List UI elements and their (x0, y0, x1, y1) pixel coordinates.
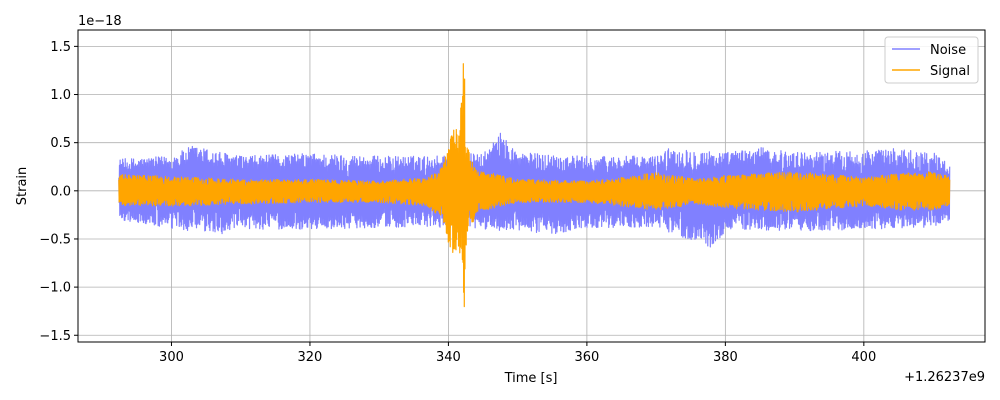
plot-area (118, 63, 951, 308)
signal-series-line (118, 63, 951, 308)
y-tick-label: −1.0 (39, 281, 71, 296)
y-axis-label: Strain (15, 167, 30, 206)
y-axis: −1.5 −1.0 −0.5 0.0 0.5 1.0 1.5 (39, 40, 78, 344)
y-tick-label: 0.5 (50, 136, 71, 151)
x-tick-label: 380 (713, 350, 738, 365)
y-scale-label: 1e−18 (78, 14, 122, 29)
y-tick-label: −0.5 (39, 232, 71, 247)
x-tick-label: 360 (574, 350, 599, 365)
y-tick-label: 0.0 (50, 184, 71, 199)
y-tick-label: 1.5 (50, 40, 71, 55)
x-axis-label: Time [s] (504, 371, 558, 386)
x-tick-label: 340 (436, 350, 461, 365)
x-tick-label: 300 (159, 350, 184, 365)
axes-frame (77, 29, 986, 343)
x-tick-label: 320 (298, 350, 323, 365)
legend-signal-label: Signal (930, 64, 970, 79)
x-axis: 300 320 340 360 380 400 (159, 342, 876, 365)
y-tick-label: −1.5 (39, 329, 71, 344)
y-tick-label: 1.0 (50, 88, 71, 103)
x-offset-label: +1.26237e9 (904, 370, 985, 385)
legend-noise-label: Noise (930, 43, 966, 58)
legend: Noise Signal (884, 36, 979, 84)
x-tick-label: 400 (851, 350, 876, 365)
